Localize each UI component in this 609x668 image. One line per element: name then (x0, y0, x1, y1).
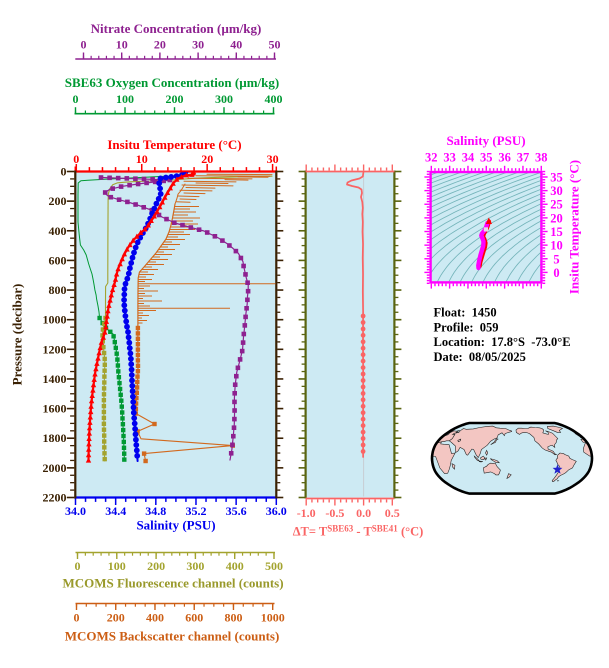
svg-text:20: 20 (201, 152, 213, 166)
svg-text:25: 25 (550, 198, 563, 212)
svg-text:38: 38 (535, 151, 548, 165)
svg-text:600: 600 (49, 253, 67, 267)
svg-text:32: 32 (425, 151, 438, 165)
svg-text:10: 10 (550, 239, 563, 253)
svg-text:300: 300 (215, 92, 233, 106)
svg-text:34.0: 34.0 (65, 504, 86, 518)
svg-text:MCOMS Fluorescence channel (co: MCOMS Fluorescence channel (counts) (62, 576, 283, 591)
svg-text:1000: 1000 (261, 611, 285, 625)
svg-text:1600: 1600 (43, 402, 67, 416)
svg-text:0.5: 0.5 (385, 506, 400, 520)
svg-text:36.0: 36.0 (266, 504, 287, 518)
svg-text:-1.0: -1.0 (297, 506, 316, 520)
svg-text:0.0: 0.0 (356, 506, 371, 520)
svg-text:0: 0 (81, 38, 87, 52)
svg-text:10: 10 (136, 152, 148, 166)
svg-text:2000: 2000 (43, 461, 67, 475)
svg-text:Pressure (decibar): Pressure (decibar) (10, 284, 25, 386)
svg-text:600: 600 (185, 611, 203, 625)
svg-text:Float: 1450: Float: 1450 (434, 306, 497, 320)
svg-text:34.8: 34.8 (145, 504, 166, 518)
svg-text:10: 10 (116, 38, 128, 52)
svg-text:800: 800 (49, 283, 67, 297)
svg-text:36: 36 (498, 151, 511, 165)
svg-text:Insitu Temperature (°C): Insitu Temperature (°C) (107, 137, 241, 152)
svg-text:1800: 1800 (43, 431, 67, 445)
svg-text:400: 400 (146, 611, 164, 625)
svg-text:800: 800 (225, 611, 243, 625)
svg-text:0: 0 (73, 92, 79, 106)
svg-text:1200: 1200 (43, 342, 67, 356)
svg-text:0: 0 (73, 152, 79, 166)
svg-text:-0.5: -0.5 (325, 506, 344, 520)
svg-text:Location: 17.8°S -73.0°E: Location: 17.8°S -73.0°E (434, 335, 571, 349)
svg-text:40: 40 (230, 38, 242, 52)
svg-text:5: 5 (553, 252, 559, 266)
svg-text:35: 35 (550, 171, 563, 185)
svg-text:34: 34 (462, 151, 475, 165)
svg-text:0: 0 (74, 611, 80, 625)
svg-text:50: 50 (269, 38, 281, 52)
svg-text:400: 400 (226, 559, 244, 573)
svg-text:Date: 08/05/2025: Date: 08/05/2025 (434, 350, 526, 364)
svg-text:35.2: 35.2 (186, 504, 207, 518)
svg-text:200: 200 (147, 559, 165, 573)
svg-text:2200: 2200 (43, 491, 67, 505)
svg-text:200: 200 (166, 92, 184, 106)
svg-text:30: 30 (267, 152, 279, 166)
svg-text:MCOMS Backscatter channel (cou: MCOMS Backscatter channel (counts) (65, 629, 280, 644)
svg-text:35.6: 35.6 (226, 504, 247, 518)
svg-text:100: 100 (108, 559, 126, 573)
svg-text:Profile: 059: Profile: 059 (434, 320, 499, 334)
svg-text:Nitrate Concentration (µm/kg): Nitrate Concentration (µm/kg) (91, 21, 262, 36)
svg-text:100: 100 (116, 92, 134, 106)
svg-text:34.4: 34.4 (105, 504, 126, 518)
svg-text:35: 35 (480, 151, 493, 165)
svg-text:0: 0 (61, 165, 67, 179)
svg-text:1000: 1000 (43, 313, 67, 327)
svg-text:400: 400 (49, 224, 67, 238)
svg-text:0: 0 (75, 559, 81, 573)
svg-text:15: 15 (550, 225, 563, 239)
svg-text:30: 30 (550, 184, 563, 198)
svg-text:200: 200 (107, 611, 125, 625)
svg-text:200: 200 (49, 194, 67, 208)
svg-text:400: 400 (265, 92, 283, 106)
svg-text:1400: 1400 (43, 372, 67, 386)
svg-text:30: 30 (192, 38, 204, 52)
svg-text:ΔT= TSBE63 - TSBE41 (°C): ΔT= TSBE63 - TSBE41 (°C) (293, 524, 424, 539)
svg-text:0: 0 (553, 266, 559, 280)
svg-text:20: 20 (550, 211, 563, 225)
svg-text:500: 500 (265, 559, 283, 573)
svg-text:20: 20 (154, 38, 166, 52)
svg-text:300: 300 (186, 559, 204, 573)
svg-text:Salinity (PSU): Salinity (PSU) (136, 518, 215, 533)
svg-text:37: 37 (517, 151, 530, 165)
svg-text:Salinity (PSU): Salinity (PSU) (446, 133, 525, 148)
svg-text:SBE63 Oxygen Concentration (µm: SBE63 Oxygen Concentration (µm/kg) (65, 75, 279, 90)
svg-text:Insitu Temperature (°C): Insitu Temperature (°C) (567, 160, 582, 294)
svg-text:33: 33 (443, 151, 456, 165)
